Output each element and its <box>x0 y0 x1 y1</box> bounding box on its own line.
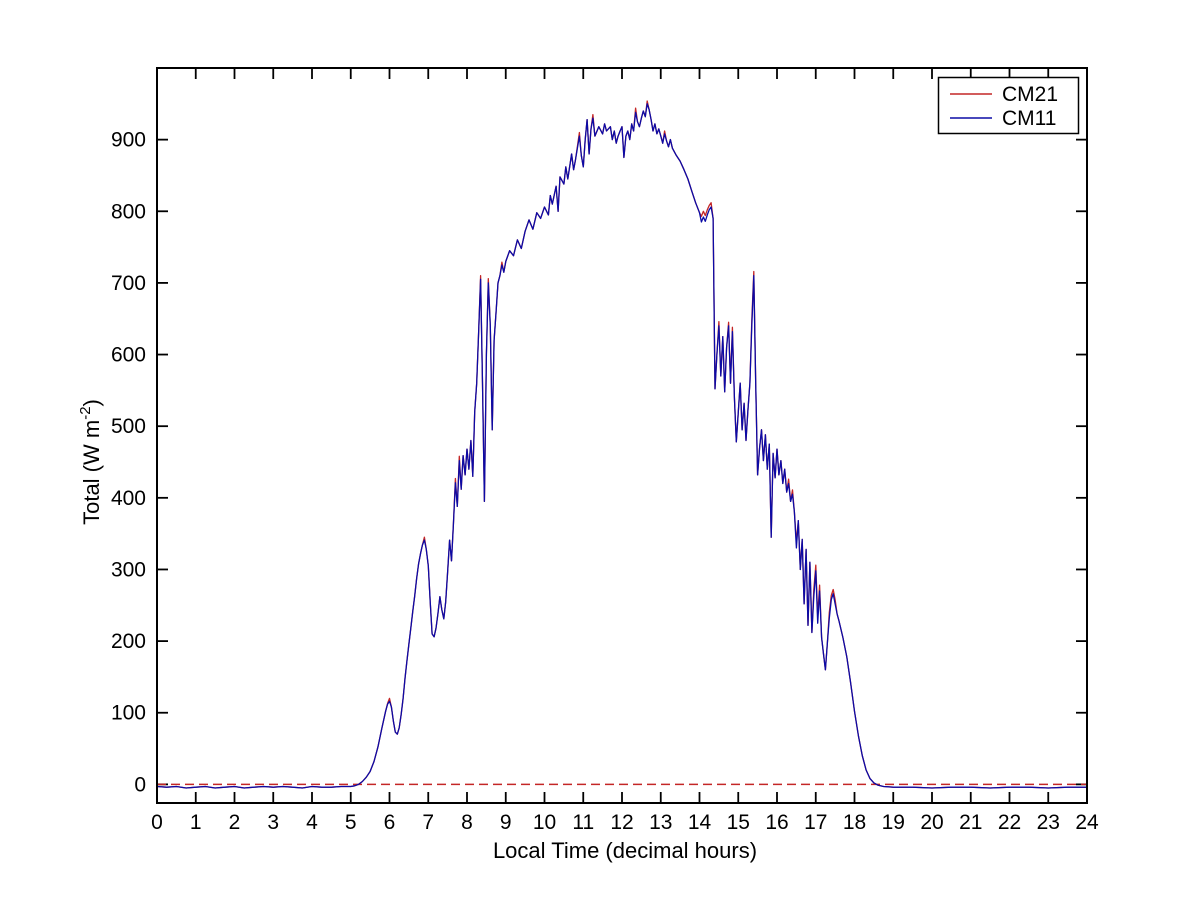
legend: CM21 CM11 <box>937 76 1080 135</box>
x-tick-label: 7 <box>422 811 434 834</box>
legend-label-cm11: CM11 <box>1002 107 1056 130</box>
y-tick-label: 300 <box>111 558 146 581</box>
x-tick-label: 6 <box>384 811 396 834</box>
y-tick-label: 900 <box>111 129 146 152</box>
x-tick-label: 5 <box>345 811 357 834</box>
x-tick-label: 18 <box>843 811 866 834</box>
x-tick-label: 13 <box>649 811 672 834</box>
x-tick-label: 3 <box>267 811 279 834</box>
x-tick-label: 16 <box>765 811 788 834</box>
x-axis-label: Local Time (decimal hours) <box>493 838 757 863</box>
x-tick-label: 24 <box>1075 811 1099 834</box>
x-tick-label: 0 <box>151 811 163 834</box>
x-tick-label: 10 <box>533 811 556 834</box>
x-tick-label: 1 <box>190 811 202 834</box>
x-tick-label: 12 <box>610 811 633 834</box>
x-tick-label: 2 <box>229 811 241 834</box>
x-tick-label: 11 <box>572 811 594 834</box>
y-axis-label-prefix: Total (W m <box>79 420 104 525</box>
y-axis-label: Total (W m-2) <box>77 399 104 525</box>
axes-box <box>156 67 1088 804</box>
y-tick-label: 200 <box>111 630 146 653</box>
y-axis-label-superscript: -2 <box>77 406 94 419</box>
x-tick-label: 9 <box>500 811 512 834</box>
y-tick-label: 400 <box>111 487 146 510</box>
x-tick-label: 14 <box>688 811 712 834</box>
x-tick-label: 17 <box>804 811 827 834</box>
y-tick-label: 700 <box>111 272 146 295</box>
x-tick-label: 23 <box>1037 811 1060 834</box>
y-tick-label: 100 <box>111 702 146 725</box>
x-tick-label: 22 <box>998 811 1021 834</box>
x-tick-label: 20 <box>920 811 943 834</box>
y-tick-label: 600 <box>111 344 146 367</box>
plot-generated: 0 1 2 3 4 5 6 7 8 9 10 11 12 13 14 15 16 17 18 19 20 21 22 23 24… <box>111 68 1099 834</box>
y-tick-label: 800 <box>111 200 146 223</box>
y-tick-label: 500 <box>111 415 146 438</box>
series-cm11-line <box>156 103 1087 789</box>
x-tick-label: 4 <box>306 811 318 834</box>
x-tick-label: 19 <box>882 811 905 834</box>
x-tick-label: 15 <box>727 811 750 834</box>
legend-label-cm21: CM21 <box>1002 83 1058 106</box>
series-cm21-line <box>156 100 1087 789</box>
y-axis-label-suffix: ) <box>79 399 104 406</box>
x-tick-label: 8 <box>461 811 473 834</box>
legend-box <box>937 76 1080 135</box>
y-tick-label: 0 <box>134 773 146 796</box>
x-tick-label: 21 <box>959 811 982 834</box>
